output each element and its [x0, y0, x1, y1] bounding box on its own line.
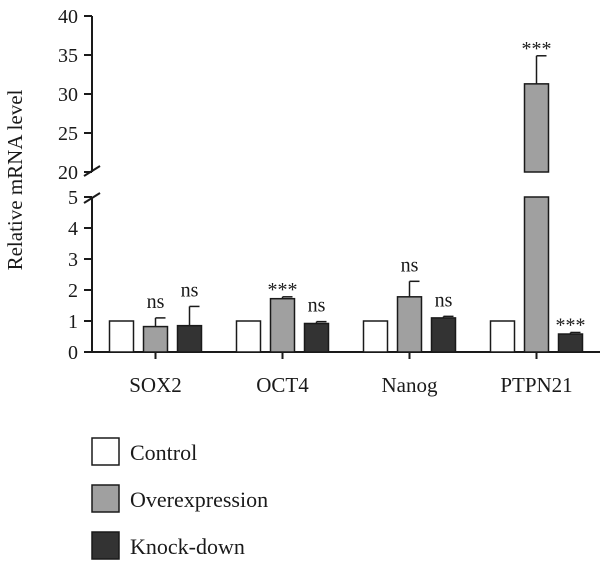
significance-label: ns	[401, 254, 419, 276]
y-tick-label: 20	[58, 162, 78, 184]
y-tick-label: 35	[58, 45, 78, 67]
bar	[523, 196, 550, 353]
bar	[303, 322, 330, 353]
legend-swatch	[91, 437, 120, 466]
y-tick-label: 40	[58, 6, 78, 28]
legend-label: Overexpression	[130, 487, 268, 512]
y-tick-label: 4	[68, 218, 78, 240]
y-axis-label: Relative mRNA level	[3, 89, 27, 270]
x-tick-label: PTPN21	[500, 373, 572, 397]
legend-swatch	[91, 531, 120, 560]
labels: 0123452025303540SOX2nsnsOCT4***nsNanogns…	[58, 6, 586, 397]
y-tick-label: 2	[68, 280, 78, 302]
significance-label: ***	[268, 279, 298, 301]
y-tick-label: 3	[68, 249, 78, 271]
legend-label: Knock-down	[130, 534, 245, 559]
y-tick-label: 1	[68, 311, 78, 333]
x-tick-label: OCT4	[256, 373, 309, 397]
bar	[362, 320, 389, 353]
legend: Control Overexpression Knock-down	[91, 437, 268, 560]
y-tick-label: 0	[68, 342, 78, 364]
bar	[142, 325, 169, 353]
legend-label: Control	[130, 440, 197, 465]
bar	[269, 297, 296, 353]
x-tick-label: Nanog	[382, 373, 438, 397]
bar	[557, 333, 584, 353]
bar	[396, 296, 423, 353]
bar	[235, 320, 262, 353]
y-tick-label: 30	[58, 84, 78, 106]
y-tick-label: 5	[68, 187, 78, 209]
y-tick-label: 25	[58, 123, 78, 145]
legend-swatch	[91, 484, 120, 513]
x-tick-label: SOX2	[129, 373, 182, 397]
bars	[108, 55, 584, 353]
bar	[176, 324, 203, 353]
bar	[430, 317, 457, 353]
significance-label: ns	[308, 295, 326, 317]
bar	[108, 320, 135, 353]
bar	[489, 320, 516, 353]
significance-label: ns	[147, 291, 165, 313]
significance-label: ***	[522, 38, 552, 60]
axes	[83, 15, 600, 359]
significance-label: ***	[556, 314, 586, 336]
significance-label: ns	[435, 289, 453, 311]
bar	[523, 83, 550, 173]
significance-label: ns	[181, 279, 199, 301]
